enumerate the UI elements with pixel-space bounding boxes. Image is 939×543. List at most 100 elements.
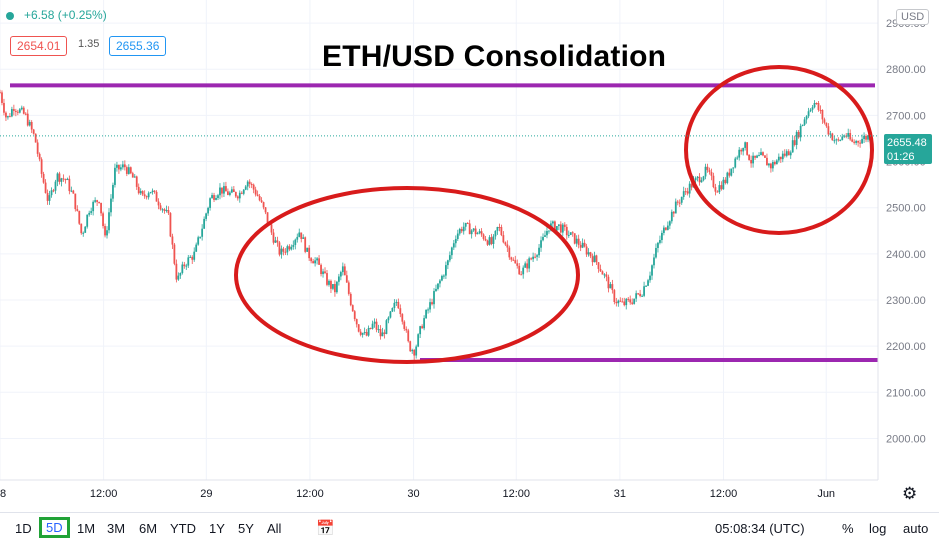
timeframe-5d[interactable]: 5D — [39, 517, 70, 538]
candle-body — [506, 244, 509, 248]
candle-body — [619, 300, 622, 302]
candle-body — [177, 275, 180, 280]
candle-body — [227, 191, 229, 195]
percent-toggle[interactable]: % — [842, 521, 854, 536]
candle-body — [324, 271, 326, 274]
x-tick-label: 29 — [200, 488, 212, 500]
clock-display[interactable]: 05:08:34 (UTC) — [715, 521, 805, 536]
timeframe-all[interactable]: All — [267, 521, 282, 536]
candle-body — [280, 248, 283, 255]
timeframe-1d[interactable]: 1D — [15, 521, 32, 536]
candle-body — [246, 181, 249, 187]
y-tick-label: 2200.00 — [886, 341, 926, 353]
candle-body — [720, 185, 723, 190]
candle-body — [22, 107, 25, 114]
candle-body — [823, 119, 826, 123]
candle-body — [359, 331, 362, 335]
candle-body — [764, 155, 766, 158]
timeframe-ytd[interactable]: YTD — [170, 521, 196, 536]
candle-body — [258, 195, 261, 201]
candle-body — [706, 166, 709, 171]
timeframe-5y[interactable]: 5Y — [238, 521, 254, 536]
x-axis[interactable]: 8 12:00 29 12:00 30 12:00 31 12:00 Jun — [0, 488, 835, 500]
timeframe-1m[interactable]: 1M — [77, 521, 96, 536]
candle-body — [183, 264, 186, 267]
currency-label[interactable]: USD — [896, 9, 930, 25]
candle-body — [859, 142, 861, 144]
candle-body — [649, 275, 651, 281]
candle-body — [591, 256, 594, 263]
candle-body — [304, 237, 307, 252]
candle-body — [228, 192, 231, 195]
x-tick-label: 12:00 — [710, 488, 738, 500]
candle-body — [766, 157, 768, 166]
candle-body — [670, 211, 673, 222]
candle-body — [657, 242, 659, 248]
sell-button[interactable]: 2654.01 — [10, 36, 68, 56]
price-chart[interactable]: 2900.002800.002700.002600.002500.002400.… — [0, 0, 939, 512]
candle-body — [712, 175, 715, 188]
candle-body — [127, 167, 130, 174]
candle-body — [773, 162, 776, 165]
candle-body — [320, 264, 322, 275]
candle-body — [811, 107, 814, 110]
timeframe-3m[interactable]: 3M — [107, 521, 126, 536]
candle-body — [429, 302, 431, 310]
candle-body — [185, 265, 188, 267]
timeframe-6m[interactable]: 6M — [139, 521, 158, 536]
candle-body — [548, 230, 550, 232]
buy-button[interactable]: 2655.36 — [109, 36, 167, 56]
x-tick-label: 31 — [614, 488, 626, 500]
candle-body — [137, 186, 140, 194]
candle-body — [421, 326, 424, 329]
candle-body — [730, 168, 733, 176]
candle-body — [108, 212, 110, 231]
candle-body — [452, 243, 455, 248]
candle-body — [752, 155, 754, 164]
candle-body — [512, 259, 515, 261]
candle-body — [221, 187, 223, 194]
candle-body — [682, 191, 685, 197]
candle-body — [476, 233, 479, 235]
candle-body — [167, 210, 170, 214]
candle-body — [474, 228, 477, 235]
log-toggle[interactable]: log — [869, 521, 887, 536]
candle-body — [456, 233, 459, 240]
candle-body — [597, 262, 600, 269]
candle-body — [18, 109, 21, 113]
candle-body — [637, 293, 640, 295]
candle-body — [480, 231, 483, 235]
candle-body — [454, 239, 457, 244]
candle-body — [199, 236, 202, 238]
candle-body — [256, 194, 259, 196]
candle-body — [815, 103, 818, 105]
candle-body — [437, 283, 439, 289]
candle-body — [316, 258, 318, 261]
candle-body — [738, 149, 741, 158]
candle-body — [435, 288, 437, 292]
y-tick-label: 2700.00 — [886, 110, 926, 122]
candle-body — [298, 232, 301, 237]
candle-body — [118, 164, 120, 170]
candle-body — [72, 190, 75, 194]
auto-toggle[interactable]: auto — [903, 521, 929, 536]
candle-body — [833, 140, 836, 142]
gear-icon[interactable]: ⚙ — [902, 484, 918, 503]
candle-body — [230, 189, 233, 193]
y-axis[interactable]: 2900.002800.002700.002600.002500.002400.… — [886, 18, 926, 445]
candle-body — [861, 139, 863, 144]
date-range-icon[interactable]: 📅 — [316, 520, 335, 537]
candle-body — [74, 193, 77, 210]
candle-body — [538, 247, 540, 256]
candle-body — [857, 141, 860, 143]
candle-body — [643, 286, 645, 296]
candle-body — [347, 282, 350, 294]
timeframe-1y[interactable]: 1Y — [209, 521, 225, 536]
candle-body — [801, 124, 804, 126]
candle-body — [203, 218, 206, 229]
candle-body — [175, 263, 178, 280]
candle-body — [490, 237, 493, 244]
candle-body — [270, 224, 273, 233]
candle-body — [635, 293, 638, 299]
candle-body — [575, 238, 578, 244]
